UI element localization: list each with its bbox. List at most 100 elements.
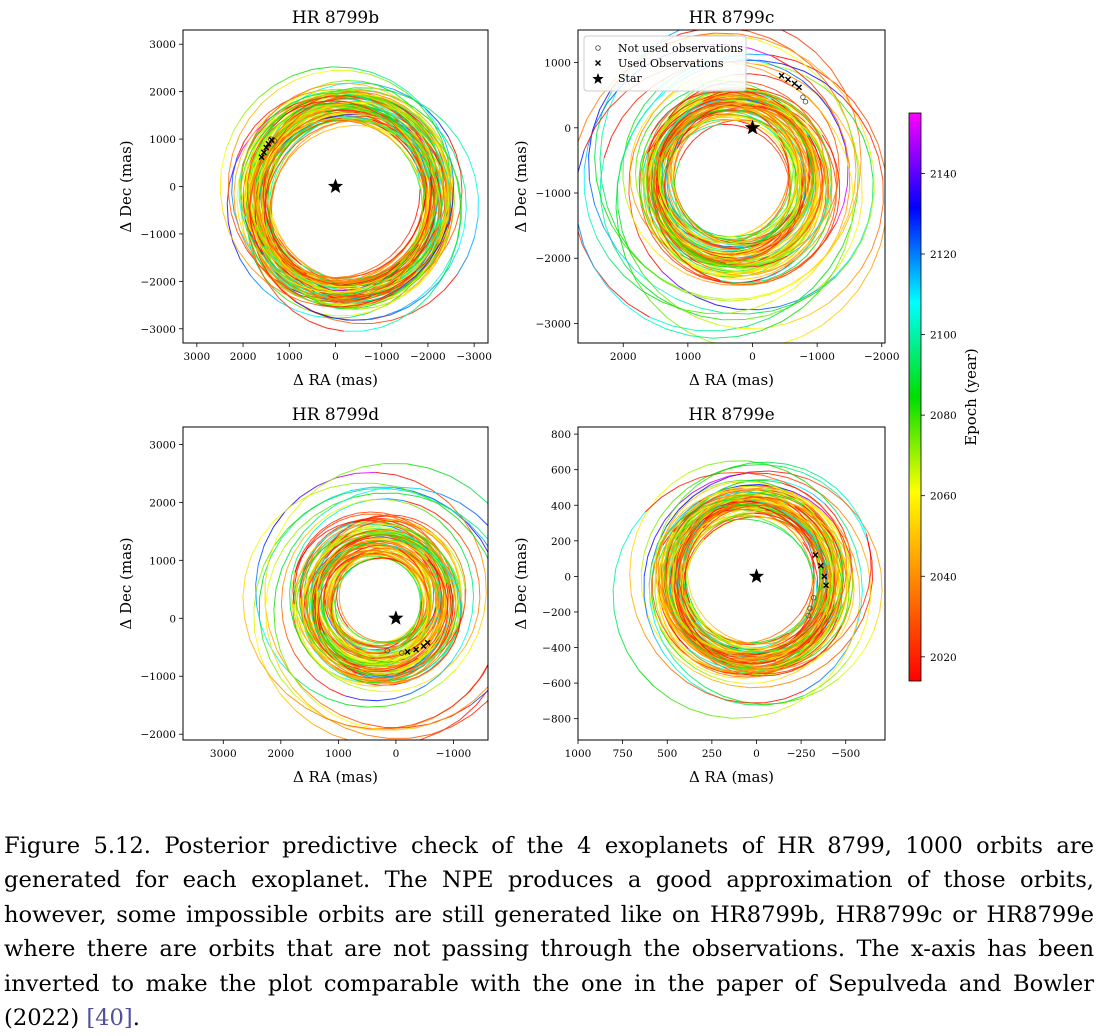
orbit-segment	[419, 189, 420, 204]
orbit-segment	[729, 279, 744, 280]
orbit-segment	[450, 178, 451, 195]
orbit-segment	[444, 274, 457, 290]
orbit-segment	[623, 159, 624, 179]
orbit-segment	[339, 118, 354, 119]
orbit-segment	[475, 217, 479, 237]
orbit-segment	[771, 39, 792, 50]
orbit-segment	[699, 308, 724, 313]
orbit-segment	[632, 217, 641, 234]
orbit-segment	[233, 135, 240, 154]
orbit-segment	[605, 225, 613, 246]
orbit-segment	[237, 182, 238, 200]
orbit-segment	[674, 164, 675, 175]
orbit-segment	[278, 298, 292, 311]
orbit-segment	[700, 316, 723, 320]
orbit-segment	[240, 118, 250, 135]
orbit-segment	[312, 67, 332, 70]
orbit-segment	[309, 321, 326, 328]
orbit-segment	[237, 199, 239, 217]
orbit-segment	[878, 144, 885, 168]
orbit-segment	[401, 149, 410, 162]
orbit-segment	[338, 286, 354, 287]
orbit-segment	[228, 194, 231, 214]
orbit-segment	[623, 179, 626, 199]
orbit-segment	[725, 299, 748, 300]
orbit-segment	[378, 256, 390, 265]
orbit-segment	[391, 81, 408, 92]
orbit-segment	[313, 71, 332, 74]
orbit-segment	[714, 33, 739, 34]
orbit-segment	[258, 85, 274, 98]
orbit-segment	[859, 201, 863, 223]
orbit-segment	[646, 267, 665, 281]
orbit-segment	[228, 174, 229, 194]
orbit-segment	[326, 328, 344, 331]
orbit-segment	[457, 257, 467, 275]
orbit-segment	[312, 84, 330, 88]
orbit-segment	[595, 205, 604, 228]
orbit-segment	[886, 194, 888, 220]
orbit-segment	[649, 255, 662, 272]
orbit-segment	[399, 310, 415, 321]
orbit-segment	[740, 284, 756, 285]
orbit-segment	[391, 307, 409, 315]
orbit-segment	[629, 173, 630, 195]
x-tick-label: 3000	[183, 351, 210, 363]
orbit-segment	[435, 179, 436, 196]
orbit-segment	[844, 185, 848, 204]
orbit-segment	[597, 111, 603, 134]
orbit-segment	[819, 172, 820, 187]
orbit-segment	[703, 28, 726, 29]
orbit-segment	[848, 165, 849, 185]
orbit-segment	[745, 316, 768, 320]
orbit-segment	[623, 100, 637, 117]
x-tick-label: −2000	[410, 351, 446, 363]
orbit-segment	[634, 104, 644, 121]
orbit-segment	[363, 327, 381, 331]
y-tick-label: −1000	[140, 229, 176, 241]
x-tick-label: 2000	[230, 351, 257, 363]
orbit-segment	[263, 189, 264, 206]
orbit-segment	[851, 238, 863, 259]
orbit-segment	[787, 266, 801, 275]
orbit-segment	[227, 203, 228, 222]
orbit-segment	[429, 290, 445, 303]
orbit-segment	[797, 38, 816, 52]
orbit-segment	[647, 118, 656, 131]
orbit-segment	[836, 170, 837, 186]
orbit-segment	[237, 141, 244, 158]
orbit-segment	[781, 267, 798, 277]
orbit-segment	[595, 157, 597, 181]
orbit-segment	[858, 269, 871, 291]
orbit-segment	[295, 74, 313, 81]
orbit-segment	[776, 27, 797, 38]
orbit-segment	[328, 281, 344, 282]
orbit-segment	[334, 119, 349, 120]
orbit-segment	[332, 67, 352, 68]
orbit-segment	[353, 101, 369, 102]
orbit-segment	[401, 300, 417, 310]
orbit-segment	[639, 236, 649, 255]
orbit-segment	[424, 282, 438, 296]
orbit-segment	[749, 311, 773, 314]
orbit-segment	[220, 171, 221, 192]
orbit-segment	[636, 159, 637, 174]
x-tick-label: 0	[332, 351, 339, 363]
orbit-segment	[863, 215, 871, 238]
orbit-segment	[465, 189, 466, 209]
orbit-segment	[240, 259, 250, 275]
orbit-segment	[860, 222, 868, 242]
orbit-segment	[854, 171, 856, 194]
orbit-segment	[274, 76, 292, 86]
orbit-segment	[468, 237, 475, 256]
orbit-segment	[401, 148, 410, 160]
orbit-segment	[795, 269, 814, 283]
orbit-segment	[393, 313, 412, 320]
orbit-segment	[336, 315, 354, 316]
orbit-segment	[234, 113, 245, 131]
orbit-segment	[229, 154, 233, 174]
orbit-segment	[680, 289, 702, 296]
orbit-segment	[709, 341, 732, 347]
orbit-segment	[324, 295, 339, 296]
